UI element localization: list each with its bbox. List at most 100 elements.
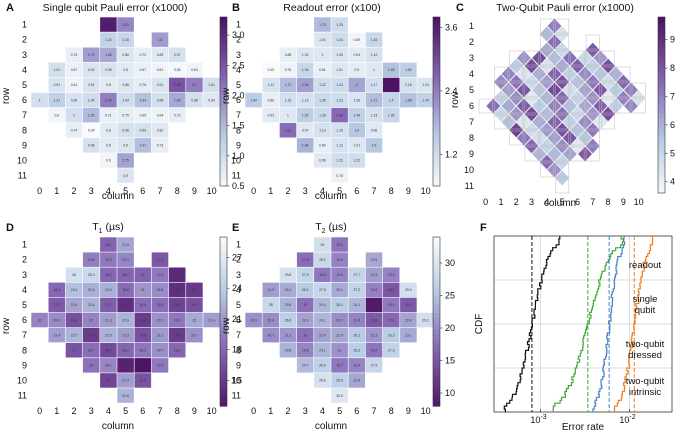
panel-e-cell-r9-c3 <box>296 358 314 373</box>
panel-e-colorbar-segment <box>433 275 440 280</box>
panel-b-cell-label-r6-c3: 1.13 <box>302 98 309 102</box>
panel-e-cell-label-r6-c7: 15.6 <box>371 318 378 322</box>
panel-b-cell-label-r8-c3: 0.97 <box>302 128 309 132</box>
panel-e-cell-r7-c3 <box>296 327 314 343</box>
panel-c-colorbar-segment <box>658 56 665 62</box>
panel-c-coupler-3-4-3-5 <box>524 90 539 106</box>
panel-c-site-outline <box>570 50 585 66</box>
panel-c-colorbar-segment <box>658 52 665 58</box>
panel-a-cell-r5-c1 <box>48 77 66 93</box>
panel-e-cell-label-r3-c6: 27.7 <box>353 273 360 277</box>
panel-b-cell-r3-c7 <box>365 47 383 62</box>
panel-d-cell-label-r1-c4: 18.1 <box>105 243 112 247</box>
panel-d-xtick-9: 9 <box>192 406 197 416</box>
panel-e-colorbar-segment <box>433 376 440 382</box>
panel-e-cell-r2-c3 <box>296 252 314 267</box>
panel-e-cell-r8-c8 <box>382 343 400 358</box>
panel-b-cell-label-r9-c7: 1.6 <box>372 144 377 148</box>
panel-e-cell-r9-c7 <box>365 358 383 373</box>
panel-a-cell-r4-c8 <box>168 62 186 78</box>
panel-e-cell-label-r4-c5: 23.1 <box>336 288 343 292</box>
panel-d-cell-r2-c7 <box>151 252 169 267</box>
panel-e-cell-r6-c9 <box>400 312 417 328</box>
panel-b-cell-label-r8-c7: 0.96 <box>371 128 378 132</box>
panel-b-colorbar-segment <box>433 147 440 153</box>
panel-b-cell-label-r3-c6: 0.94 <box>353 53 360 57</box>
panel-b-cell-r10-c4 <box>314 153 331 168</box>
panel-a-colorbar-segment <box>220 114 227 119</box>
panel-a-cell-r10-c4 <box>100 153 117 168</box>
panel-c-xtick-8: 8 <box>606 197 611 207</box>
panel-c-coupler-6-6-7-6 <box>577 114 593 130</box>
panel-d-cell-label-r6-c7: 20.7 <box>157 318 164 322</box>
panel-c-coupler-4-6-5-6 <box>547 114 562 130</box>
panel-a-cell-r4-c9 <box>186 62 203 78</box>
panel-e-colorbar-segment <box>433 367 440 373</box>
panel-c-coupler-3-5-3-6 <box>524 106 539 122</box>
panel-e-cell-r8-c5 <box>331 343 348 358</box>
panel-b-cell-r4-c9 <box>400 62 417 78</box>
panel-c-site-outline <box>524 82 539 98</box>
panel-c-coupler-7-6-8-6 <box>593 114 608 130</box>
panel-d-xtick-4: 4 <box>106 406 111 416</box>
panel-c-coupler-6-6-6-7 <box>570 122 585 138</box>
panel-e-cell-label-r4-c4: 27.5 <box>319 288 326 292</box>
panel-a-colorbar-segment <box>220 152 227 158</box>
panel-d-cell-label-r8-c7: 20.7 <box>157 348 164 352</box>
panel-d-cell-label-r2-c7: 17.3 <box>157 258 164 262</box>
panel-e-cell-label-r3-c7: 21.9 <box>371 273 378 277</box>
panel-b-colorbar-segment <box>433 80 440 86</box>
panel-b-cell-r5-c1 <box>262 77 280 93</box>
panel-e-colorbar-segment <box>433 338 440 344</box>
panel-d-colorbar-segment <box>220 249 227 255</box>
panel-c-coupler-2-3-3-3 <box>516 66 532 82</box>
panel-d-colorbar-segment <box>220 351 227 356</box>
panel-c-colorbar-segment <box>658 65 665 71</box>
panel-c-colorbar-tick-8: 8 <box>670 63 675 73</box>
panel-a-colorbar-segment <box>220 143 227 149</box>
panel-a-colorbar-tick-1.0: 1.0 <box>232 151 245 161</box>
panel-b-cell-label-r2-c7: 1.34 <box>371 38 378 42</box>
panel-c-coupler-3-3-3-4 <box>524 74 539 90</box>
panel-b-colorbar-tick-3.6: 3.6 <box>445 23 458 33</box>
panel-label-a: A <box>6 2 14 14</box>
panel-e-colorbar-segment <box>433 317 440 323</box>
panel-c-colorbar-segment <box>658 188 665 194</box>
panel-c-site-outline <box>601 98 615 114</box>
panel-e-cell-r8-c6 <box>348 343 366 358</box>
panel-b-colorbar-segment <box>433 105 440 111</box>
panel-d-colorbar-segment <box>220 346 227 352</box>
panel-d-colorbar-segment <box>220 258 227 263</box>
panel-b-cell-r1-c4 <box>314 17 331 32</box>
panel-b-ytick-11: 11 <box>232 171 241 181</box>
panel-b-cell-r5-c6 <box>348 77 366 93</box>
panel-a-cell-r6-c7 <box>151 92 169 108</box>
panel-d-colorbar-segment <box>220 363 227 369</box>
panel-d-cell-r4-c9 <box>186 282 203 298</box>
panel-a-cell-r4-c7 <box>151 62 169 78</box>
panel-a-colorbar-segment <box>220 118 227 124</box>
panel-e-heatmap: 29 18.3 17.8 28.2 19.6 22.9 29.6 27.5 18.8 19.6 27… <box>245 237 434 403</box>
panel-e-cell-label-r2-c4: 28.2 <box>319 258 326 262</box>
panel-c-coupler-2-7-3-7 <box>516 130 532 146</box>
panel-c-coupler-2-6-2-7 <box>509 122 524 138</box>
panel-d-cell-label-r6-c8: 19.2 <box>174 318 181 322</box>
panel-b-colorbar-segment <box>433 93 440 98</box>
panel-b-cell-label-r7-c5: 2.66 <box>336 113 343 117</box>
panel-d-cell-r5-c8 <box>168 297 186 313</box>
panel-c-site-outline <box>539 98 554 114</box>
panel-a-cell-label-r8-c3: 0.39 <box>88 128 95 132</box>
panel-a-colorbar-segment <box>220 135 227 141</box>
panel-b-cell-r4-c1 <box>262 62 280 78</box>
panel-b-heatmap: 1.75 1.25 1.04 1.24 0.69 1.34 0.86 1.02 1 1.05 0.9… <box>245 17 434 183</box>
panel-c-colorbar-segment <box>658 34 665 40</box>
panel-b-cell-r6-c8 <box>382 92 400 108</box>
panel-d-cell-r5-c4 <box>100 297 117 313</box>
panel-a-ytick-5: 5 <box>22 80 27 90</box>
panel-a-colorbar: 0.5 1.0 1.5 2.0 2.5 3.0 <box>219 16 245 191</box>
panel-b-cell-r2-c6 <box>348 32 366 47</box>
panel-a-colorbar-segment <box>220 169 227 174</box>
panel-a-cell-r9-c4 <box>100 138 117 153</box>
panel-a-colorbar-segment <box>220 139 227 145</box>
panel-b-cell-r6-c0 <box>245 92 262 108</box>
